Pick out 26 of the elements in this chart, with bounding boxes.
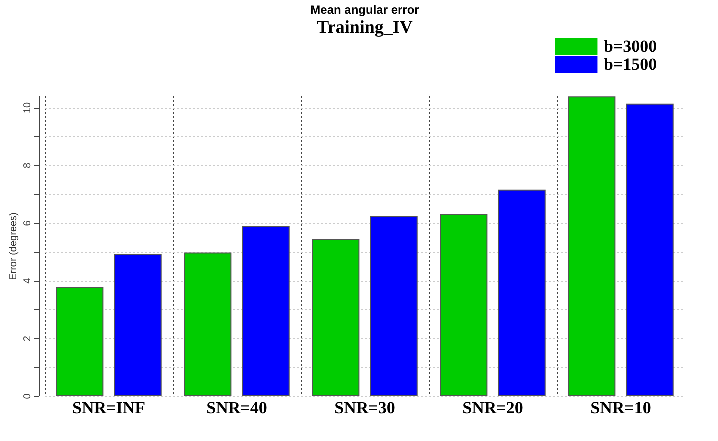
bar (440, 214, 488, 396)
x-tick-label: SNR=20 (462, 398, 524, 418)
y-tick-label: 2 (22, 336, 34, 342)
bar (114, 254, 162, 396)
bar (56, 287, 104, 396)
y-axis-title: Error (degrees) (8, 212, 20, 280)
x-tick-label: SNR=10 (590, 398, 652, 418)
x-tick-label: SNR=INF (72, 398, 146, 418)
y-tick-label: 6 (22, 220, 34, 226)
legend-label: b=1500 (604, 55, 658, 74)
bar (312, 239, 360, 396)
chart-title: Mean angular error (310, 3, 420, 17)
y-tick-label: 0 (22, 393, 34, 400)
bar (626, 104, 674, 396)
legend-label: b=3000 (604, 37, 658, 56)
y-tick-label: 10 (22, 102, 34, 114)
bar (184, 252, 232, 396)
bar (242, 226, 290, 396)
bar (498, 190, 546, 396)
bar (568, 96, 616, 396)
chart-subtitle: Training_IV (317, 17, 413, 37)
y-tick-label: 8 (22, 162, 34, 169)
y-tick-label: 4 (22, 278, 34, 284)
x-tick-label: SNR=30 (334, 398, 396, 418)
x-tick-label: SNR=40 (206, 398, 268, 418)
bar (370, 216, 418, 396)
